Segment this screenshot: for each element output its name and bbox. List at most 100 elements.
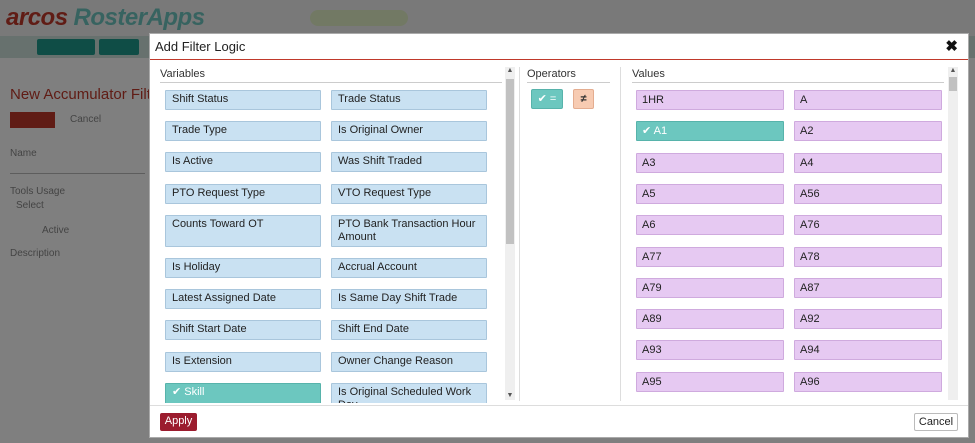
values-rule	[632, 82, 944, 83]
value-label: A79	[642, 281, 662, 294]
value-option[interactable]: ✔ A1	[636, 121, 784, 142]
variable-option[interactable]: Owner Change Reason	[331, 352, 487, 372]
value-label: A95	[642, 375, 662, 388]
variable-label: VTO Request Type	[338, 187, 432, 199]
scroll-thumb[interactable]	[506, 79, 514, 244]
value-label: A56	[800, 187, 820, 200]
variable-option[interactable]: ✔ Skill	[165, 383, 321, 403]
value-label: A	[800, 94, 808, 106]
value-label: A89	[642, 313, 662, 326]
value-option[interactable]: A2	[794, 121, 942, 142]
variable-label: Shift Start Date	[172, 323, 247, 335]
variable-option[interactable]: PTO Request Type	[165, 184, 321, 204]
value-option[interactable]: A4	[794, 152, 942, 173]
value-label: 1HR	[642, 94, 665, 106]
value-option[interactable]: A	[794, 90, 942, 110]
value-label: A78	[800, 250, 820, 263]
operator-not-equals-button[interactable]: ≠	[573, 89, 594, 109]
variables-title: Variables	[160, 68, 206, 80]
variable-label: PTO Request Type	[172, 187, 266, 199]
variable-option[interactable]: Counts Toward OT	[165, 215, 321, 247]
variable-option[interactable]: Latest Assigned Date	[165, 289, 321, 309]
variable-option[interactable]: Was Shift Traded	[331, 152, 487, 172]
variable-option[interactable]: Is Same Day Shift Trade	[331, 289, 487, 309]
apply-button[interactable]: Apply	[160, 413, 197, 431]
column-divider	[620, 67, 621, 401]
scroll-up-icon[interactable]: ▲	[506, 67, 514, 74]
value-option[interactable]: A77	[636, 246, 784, 267]
value-option[interactable]: A56	[794, 183, 942, 204]
scroll-up-icon[interactable]: ▲	[949, 67, 957, 74]
values-title: Values	[632, 68, 665, 80]
variables-rule	[160, 82, 502, 83]
variable-label: Trade Type	[172, 124, 228, 136]
variable-option[interactable]: Accrual Account	[331, 258, 487, 278]
variable-option[interactable]: Is Original Owner	[331, 121, 487, 141]
value-option[interactable]: A6	[636, 215, 784, 236]
operator-equals-button[interactable]: ✔ =	[531, 89, 563, 109]
variable-option[interactable]: VTO Request Type	[331, 184, 487, 204]
check-icon: ✔	[172, 386, 185, 398]
add-filter-logic-dialog: Add Filter Logic ✖ Variables Shift Statu…	[149, 33, 969, 438]
value-option[interactable]: A5	[636, 183, 784, 204]
variable-option[interactable]: Trade Status	[331, 90, 487, 110]
variable-label: Is Extension	[172, 355, 232, 367]
cancel-button[interactable]: Cancel	[914, 413, 958, 431]
variable-label: Skill	[184, 386, 205, 398]
variables-scrollbar[interactable]: ▲ ▼	[505, 67, 515, 400]
variable-option[interactable]: Shift End Date	[331, 320, 487, 340]
variable-option[interactable]: PTO Bank Transaction Hour Amount	[331, 215, 487, 247]
variable-label: Trade Status	[338, 93, 401, 105]
value-option[interactable]: A87	[794, 277, 942, 298]
value-label: A76	[800, 219, 820, 232]
value-option[interactable]: A89	[636, 309, 784, 330]
variable-label: Latest Assigned Date	[172, 292, 276, 304]
variable-label: Is Active	[172, 155, 213, 167]
value-label: A87	[800, 281, 820, 294]
variable-label: Shift Status	[172, 93, 229, 105]
variable-label: PTO Bank Transaction Hour Amount	[338, 218, 476, 243]
variable-label: Is Original Scheduled Work Day	[338, 386, 472, 403]
variables-list: Shift Status Trade Status Trade Type Is Ori…	[160, 90, 494, 403]
value-option[interactable]: A3	[636, 152, 784, 173]
value-label: A92	[800, 313, 820, 326]
column-divider	[519, 67, 520, 401]
variable-label: Is Holiday	[172, 261, 221, 273]
values-scrollbar[interactable]: ▲	[948, 67, 958, 400]
value-label: A5	[642, 187, 656, 200]
operators-rule	[527, 82, 610, 83]
operators-title: Operators	[527, 68, 576, 80]
dialog-header: Add Filter Logic ✖	[150, 34, 968, 60]
dialog-footer-rule	[150, 405, 968, 406]
value-option[interactable]: A79	[636, 277, 784, 298]
dialog-title: Add Filter Logic	[155, 39, 246, 54]
variable-option[interactable]: Shift Start Date	[165, 320, 321, 340]
value-option[interactable]: 1HR	[636, 90, 784, 110]
value-option[interactable]: A92	[794, 309, 942, 330]
value-label: A1	[653, 125, 668, 138]
value-option[interactable]: A96	[794, 371, 942, 392]
value-option[interactable]: A95	[636, 371, 784, 392]
values-list: 1HR A ✔ A1 A2 A3 A4 A5 A56 A6 A76 A77 A78 A79 A87 A89 A…	[634, 90, 944, 403]
variable-option[interactable]: Is Original Scheduled Work Day	[331, 383, 487, 403]
variable-label: Was Shift Traded	[338, 155, 422, 167]
value-option[interactable]: A76	[794, 215, 942, 236]
check-icon: ✔	[642, 125, 654, 138]
variable-option[interactable]: Is Extension	[165, 352, 321, 372]
variable-option[interactable]: Trade Type	[165, 121, 321, 141]
value-option[interactable]: A93	[636, 340, 784, 361]
variable-option[interactable]: Shift Status	[165, 90, 321, 110]
value-option[interactable]: A94	[794, 340, 942, 361]
variable-option[interactable]: Is Holiday	[165, 258, 321, 278]
value-label: A77	[642, 250, 662, 263]
variable-option[interactable]: Is Active	[165, 152, 321, 172]
variable-label: Owner Change Reason	[338, 355, 453, 367]
value-label: A96	[800, 375, 820, 388]
variable-label: Counts Toward OT	[172, 218, 264, 230]
variable-label: Shift End Date	[338, 323, 409, 335]
scroll-down-icon[interactable]: ▼	[506, 392, 514, 399]
scroll-thumb[interactable]	[949, 77, 957, 91]
value-option[interactable]: A78	[794, 246, 942, 267]
close-icon[interactable]: ✖	[945, 38, 958, 55]
value-label: A6	[642, 219, 656, 232]
